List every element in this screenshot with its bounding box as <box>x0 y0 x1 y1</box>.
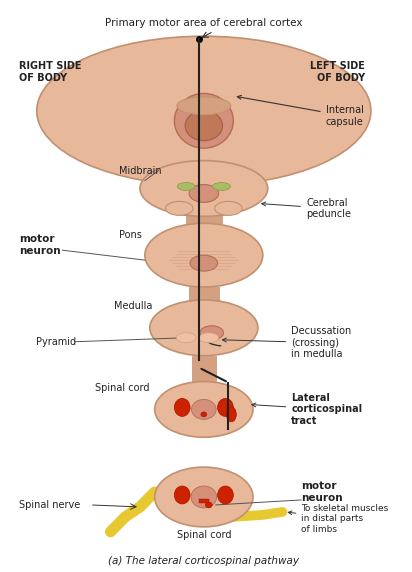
Ellipse shape <box>227 407 236 422</box>
Ellipse shape <box>190 255 218 271</box>
Text: Spinal cord: Spinal cord <box>95 383 149 392</box>
Text: motor
neuron: motor neuron <box>301 481 343 503</box>
Ellipse shape <box>177 97 231 115</box>
Ellipse shape <box>150 300 258 356</box>
Text: Cerebral
peduncle: Cerebral peduncle <box>262 197 351 219</box>
Ellipse shape <box>200 326 223 340</box>
Ellipse shape <box>177 182 195 190</box>
Ellipse shape <box>154 382 253 437</box>
Text: Lateral
corticospinal
tract: Lateral corticospinal tract <box>252 393 363 426</box>
Ellipse shape <box>215 201 242 215</box>
Ellipse shape <box>191 486 217 508</box>
Text: RIGHT SIDE
OF BODY: RIGHT SIDE OF BODY <box>19 61 82 84</box>
Ellipse shape <box>192 399 216 419</box>
Ellipse shape <box>140 161 268 216</box>
Text: Pyramid: Pyramid <box>36 337 76 347</box>
Ellipse shape <box>174 399 190 416</box>
Ellipse shape <box>201 412 207 417</box>
Text: LEFT SIDE
OF BODY: LEFT SIDE OF BODY <box>310 61 365 84</box>
Ellipse shape <box>174 93 233 148</box>
Ellipse shape <box>145 223 263 287</box>
Polygon shape <box>189 287 219 300</box>
Ellipse shape <box>213 182 230 190</box>
Ellipse shape <box>37 36 371 185</box>
Ellipse shape <box>218 486 233 504</box>
Text: Midbrain: Midbrain <box>119 165 162 176</box>
Text: Spinal nerve: Spinal nerve <box>19 500 80 510</box>
Text: Pons: Pons <box>119 231 142 240</box>
Ellipse shape <box>205 502 212 508</box>
Ellipse shape <box>185 111 222 141</box>
Ellipse shape <box>174 486 190 504</box>
Text: Internal
capsule: Internal capsule <box>237 96 363 126</box>
Ellipse shape <box>154 467 253 527</box>
Ellipse shape <box>176 333 196 343</box>
Bar <box>199 499 209 503</box>
Text: motor
neuron: motor neuron <box>19 234 61 256</box>
Ellipse shape <box>189 185 219 202</box>
Polygon shape <box>192 356 215 382</box>
Text: Medulla: Medulla <box>115 301 153 311</box>
Text: Primary motor area of cerebral cortex: Primary motor area of cerebral cortex <box>105 18 302 28</box>
Ellipse shape <box>166 201 193 215</box>
Text: To skeletal muscles
in distal parts
of limbs: To skeletal muscles in distal parts of l… <box>288 504 389 534</box>
Text: Spinal cord: Spinal cord <box>177 530 231 540</box>
Polygon shape <box>186 161 222 176</box>
Ellipse shape <box>199 333 219 343</box>
Text: Decussation
(crossing)
in medulla: Decussation (crossing) in medulla <box>222 326 351 359</box>
Ellipse shape <box>218 399 233 416</box>
Text: (a) The lateral corticospinal pathway: (a) The lateral corticospinal pathway <box>108 555 300 566</box>
Polygon shape <box>186 216 222 223</box>
